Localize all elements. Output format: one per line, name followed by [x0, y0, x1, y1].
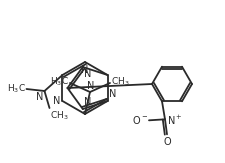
Text: CH$_3$: CH$_3$	[50, 109, 69, 121]
Text: N: N	[84, 97, 91, 107]
Text: N: N	[84, 69, 91, 79]
Text: O$^-$: O$^-$	[132, 114, 148, 126]
Text: N: N	[36, 92, 43, 102]
Text: N: N	[108, 89, 116, 99]
Text: H$_3$C: H$_3$C	[50, 76, 69, 88]
Text: N: N	[87, 81, 95, 91]
Text: N: N	[53, 96, 61, 106]
Text: CH$_3$: CH$_3$	[111, 76, 130, 88]
Text: O: O	[163, 137, 171, 147]
Text: N: N	[81, 65, 89, 75]
Text: H$_3$C: H$_3$C	[7, 83, 25, 95]
Text: N$^+$: N$^+$	[167, 114, 182, 127]
